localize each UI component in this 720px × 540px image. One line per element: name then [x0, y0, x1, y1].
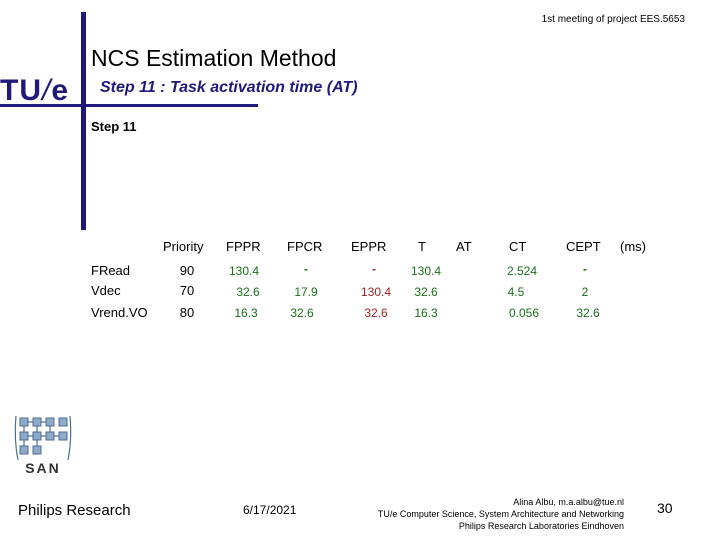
step-label: Step 11 [91, 119, 137, 134]
footer-lab: Philips Research Laboratories Eindhoven [458, 521, 624, 531]
meeting-header: 1st meeting of project EES.5653 [541, 14, 685, 25]
logo-e: e [51, 74, 70, 107]
cell-fpcr-vdec: 17.9 [294, 285, 318, 299]
footer-date: 6/17/2021 [243, 503, 297, 517]
cell-priority-vdec: 70 [179, 283, 195, 298]
cell-eppr-vrend: 32.6 [364, 306, 388, 320]
col-header-unit: (ms) [620, 239, 646, 254]
cell-t-fread: 130.4 [410, 264, 442, 278]
col-header-cept: CEPT [566, 239, 601, 254]
page-number: 30 [657, 500, 673, 516]
col-header-fppr: FPPR [226, 239, 261, 254]
col-header-priority: Priority [163, 239, 204, 254]
vertical-accent-bar [81, 12, 86, 230]
cell-fpcr-vrend: 32.6 [290, 306, 314, 320]
cell-eppr-fread: - [372, 262, 376, 276]
san-logo: SAN [12, 410, 74, 476]
logo-tu: TU [0, 74, 42, 107]
col-header-fpcr: FPCR [287, 239, 323, 254]
cell-ct-fread: 2.524 [506, 264, 538, 278]
cell-t-vdec: 32.6 [414, 285, 438, 299]
cell-cept-fread: - [583, 262, 587, 276]
cell-t-vrend: 16.3 [414, 306, 438, 320]
col-header-eppr: EPPR [351, 239, 387, 254]
cell-cept-vdec: 2 [581, 285, 589, 299]
slide-subtitle: Step 11 : Task activation time (AT) [100, 79, 358, 96]
footer-org: Philips Research [18, 502, 131, 519]
tue-logo: TU/e [0, 74, 69, 108]
footer-dept: TU/e Computer Science, System Architectu… [377, 509, 624, 519]
cell-fpcr-fread: - [304, 262, 308, 276]
col-header-at: AT [456, 239, 472, 254]
cell-fppr-vrend: 16.3 [234, 306, 258, 320]
slide-title: NCS Estimation Method [91, 45, 337, 71]
logo-slash: / [42, 74, 52, 107]
col-header-t: T [418, 239, 426, 254]
san-logo-text: SAN [25, 460, 61, 476]
cell-fppr-vdec: 32.6 [236, 285, 260, 299]
col-header-ct: CT [509, 239, 527, 254]
cell-eppr-vdec: 130.4 [360, 285, 392, 299]
footer-contact: Alina Albu, m.a.albu@tue.nl TU/e Compute… [330, 496, 624, 532]
san-logo-graphic: SAN [14, 415, 72, 476]
cell-cept-vrend: 32.6 [576, 306, 600, 320]
cell-ct-vdec: 4.5 [507, 285, 525, 299]
footer-author: Alina Albu, m.a.albu@tue.nl [513, 497, 624, 507]
cell-priority-fread: 90 [179, 263, 195, 278]
cell-fppr-fread: 130.4 [228, 264, 260, 278]
row-label-fread: FRead [91, 263, 131, 278]
cell-ct-vrend: 0.056 [508, 306, 540, 320]
row-label-vdec: Vdec [91, 283, 121, 298]
horizontal-accent-bar [0, 104, 258, 107]
row-label-vrend: Vrend.VO [91, 305, 148, 320]
cell-priority-vrend: 80 [179, 305, 195, 320]
